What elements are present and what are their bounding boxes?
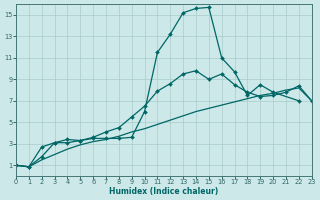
X-axis label: Humidex (Indice chaleur): Humidex (Indice chaleur) [109,187,219,196]
